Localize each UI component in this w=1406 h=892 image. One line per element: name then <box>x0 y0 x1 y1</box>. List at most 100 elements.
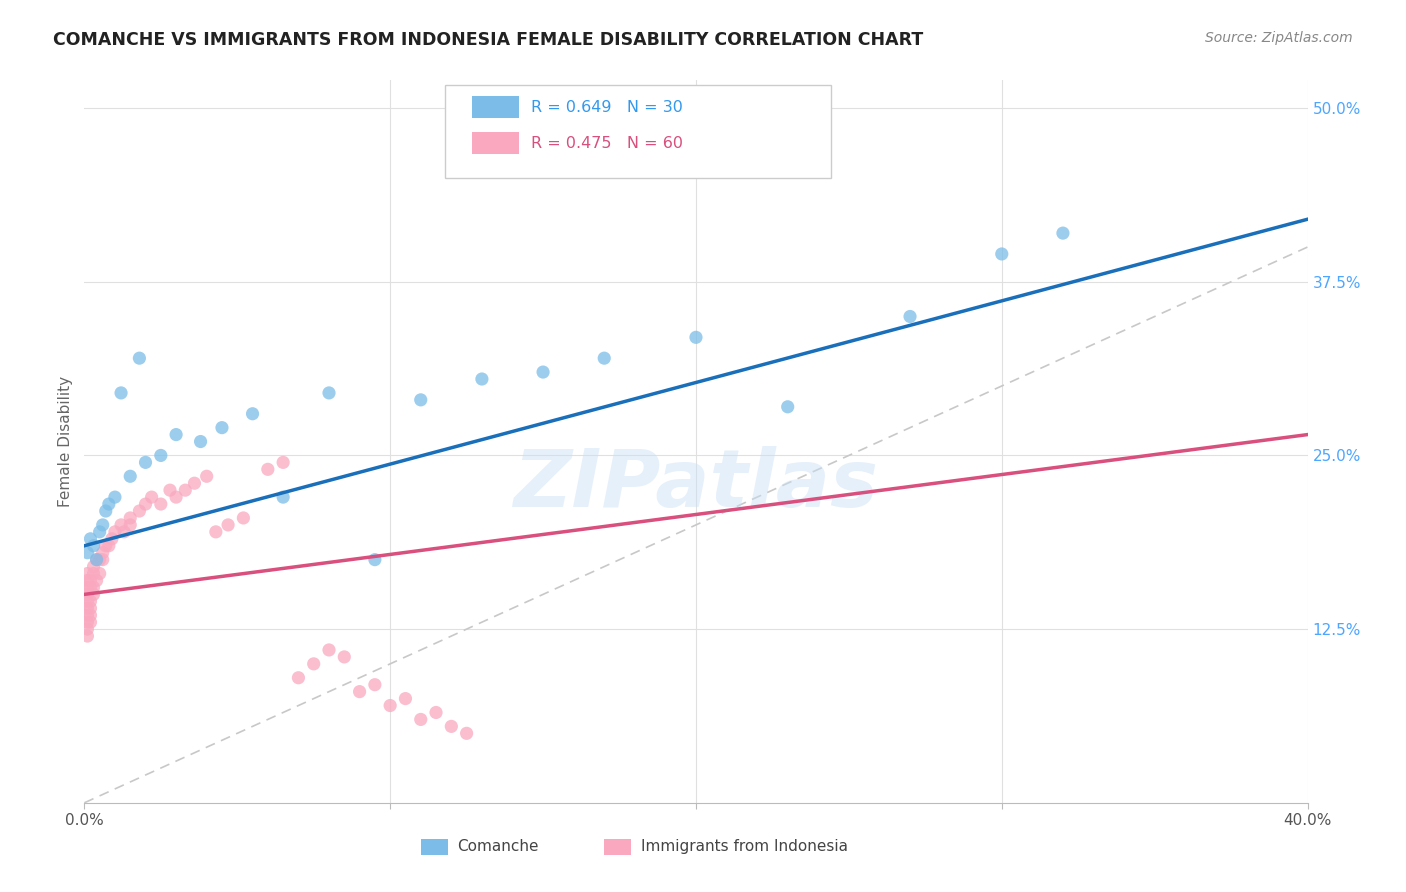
Text: R = 0.475   N = 60: R = 0.475 N = 60 <box>531 136 683 151</box>
Point <box>287 671 309 685</box>
Point <box>159 483 181 498</box>
Point <box>1052 226 1074 240</box>
Point <box>531 365 554 379</box>
Point <box>76 546 98 560</box>
Text: Comanche: Comanche <box>457 838 538 854</box>
Point <box>76 566 98 581</box>
Point <box>110 517 132 532</box>
Point <box>83 566 105 581</box>
Y-axis label: Female Disability: Female Disability <box>58 376 73 508</box>
Point <box>165 490 187 504</box>
Point <box>110 385 132 400</box>
Point <box>128 351 150 366</box>
Text: COMANCHE VS IMMIGRANTS FROM INDONESIA FEMALE DISABILITY CORRELATION CHART: COMANCHE VS IMMIGRANTS FROM INDONESIA FE… <box>53 31 924 49</box>
Point <box>79 608 101 623</box>
Point <box>364 552 387 566</box>
Point <box>409 713 432 727</box>
Point <box>94 539 117 553</box>
Point <box>394 691 416 706</box>
Point <box>349 684 371 698</box>
Point <box>76 615 98 630</box>
Point <box>83 587 105 601</box>
Point <box>333 649 356 664</box>
Point <box>380 698 402 713</box>
Point <box>271 490 294 504</box>
Bar <box>605 838 631 855</box>
Point <box>128 504 150 518</box>
Bar <box>472 132 519 154</box>
Point <box>685 330 707 344</box>
Point <box>76 594 98 608</box>
Point <box>97 497 120 511</box>
Point <box>86 552 108 566</box>
Point <box>76 581 98 595</box>
Point <box>120 469 142 483</box>
Point <box>79 581 101 595</box>
Point <box>79 594 101 608</box>
Point <box>76 608 98 623</box>
Point <box>94 504 117 518</box>
Point <box>83 539 105 553</box>
Point <box>91 552 114 566</box>
Point <box>318 643 340 657</box>
Point <box>104 490 127 504</box>
Point <box>83 581 105 595</box>
Point <box>205 524 228 539</box>
Point <box>76 629 98 643</box>
Point <box>440 719 463 733</box>
Point <box>302 657 325 671</box>
Point <box>190 434 212 449</box>
Point <box>135 497 157 511</box>
Point <box>364 678 387 692</box>
Point <box>89 524 111 539</box>
Point <box>456 726 478 740</box>
Point <box>79 601 101 615</box>
Point <box>149 497 172 511</box>
Point <box>120 511 142 525</box>
Point <box>86 552 108 566</box>
Point <box>120 517 142 532</box>
Point <box>195 469 218 483</box>
Point <box>318 385 340 400</box>
Bar <box>472 96 519 118</box>
Point <box>101 532 124 546</box>
FancyBboxPatch shape <box>446 86 831 178</box>
Point <box>79 574 101 588</box>
Point <box>91 517 114 532</box>
Point <box>991 247 1014 261</box>
Point <box>76 574 98 588</box>
Text: ZIPatlas: ZIPatlas <box>513 446 879 524</box>
Point <box>174 483 197 498</box>
Point <box>776 400 799 414</box>
Text: Source: ZipAtlas.com: Source: ZipAtlas.com <box>1205 31 1353 45</box>
Point <box>257 462 280 476</box>
Point <box>135 455 157 469</box>
Point <box>104 524 127 539</box>
Text: R = 0.649   N = 30: R = 0.649 N = 30 <box>531 100 683 114</box>
Point <box>97 539 120 553</box>
Point <box>141 490 163 504</box>
Point <box>112 524 135 539</box>
Point <box>217 517 239 532</box>
Point <box>83 559 105 574</box>
Point <box>91 546 114 560</box>
Point <box>76 601 98 615</box>
Text: Immigrants from Indonesia: Immigrants from Indonesia <box>641 838 848 854</box>
Point <box>76 622 98 636</box>
Point <box>165 427 187 442</box>
Point <box>242 407 264 421</box>
Point <box>898 310 921 324</box>
Point <box>89 566 111 581</box>
Point <box>79 615 101 630</box>
Point <box>232 511 254 525</box>
Point <box>409 392 432 407</box>
Point <box>425 706 447 720</box>
Point <box>76 587 98 601</box>
Point <box>271 455 294 469</box>
Point <box>149 449 172 463</box>
Point <box>211 420 233 434</box>
Point <box>86 574 108 588</box>
Point <box>183 476 205 491</box>
Point <box>79 532 101 546</box>
Point <box>593 351 616 366</box>
